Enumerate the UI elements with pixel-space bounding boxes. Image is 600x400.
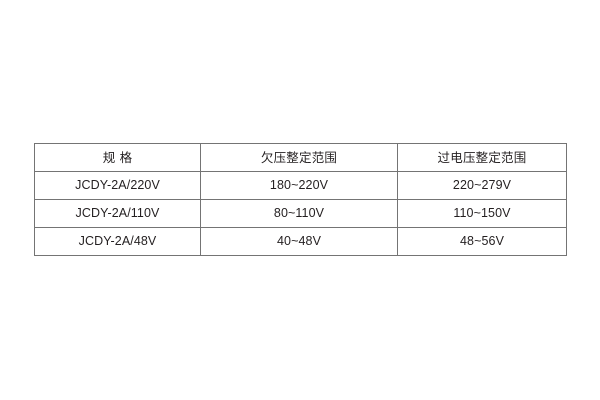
cell-undervoltage-range: 80~110V [200, 199, 398, 228]
voltage-relay-specification-table: 规 格 欠压整定范围 过电压整定范围 JCDY-2A/220V 180~220V… [34, 143, 567, 256]
cell-undervoltage-range: 180~220V [200, 171, 398, 200]
table-header-row: 规 格 欠压整定范围 过电压整定范围 [34, 143, 567, 172]
cell-model: JCDY-2A/220V [34, 171, 201, 200]
column-header-undervoltage-range: 欠压整定范围 [200, 143, 398, 172]
column-header-overvoltage-range: 过电压整定范围 [397, 143, 567, 172]
column-header-model: 规 格 [34, 143, 201, 172]
cell-overvoltage-range: 220~279V [397, 171, 567, 200]
cell-model: JCDY-2A/110V [34, 199, 201, 228]
cell-undervoltage-range: 40~48V [200, 227, 398, 256]
specification-table-container: 规 格 欠压整定范围 过电压整定范围 JCDY-2A/220V 180~220V… [34, 143, 567, 256]
cell-overvoltage-range: 110~150V [397, 199, 567, 228]
table-row: JCDY-2A/48V 40~48V 48~56V [34, 227, 567, 256]
table-body: JCDY-2A/220V 180~220V 220~279V JCDY-2A/1… [34, 171, 567, 256]
cell-model: JCDY-2A/48V [34, 227, 201, 256]
table-row: JCDY-2A/110V 80~110V 110~150V [34, 199, 567, 228]
table-row: JCDY-2A/220V 180~220V 220~279V [34, 171, 567, 200]
cell-overvoltage-range: 48~56V [397, 227, 567, 256]
table-header: 规 格 欠压整定范围 过电压整定范围 [34, 143, 567, 172]
